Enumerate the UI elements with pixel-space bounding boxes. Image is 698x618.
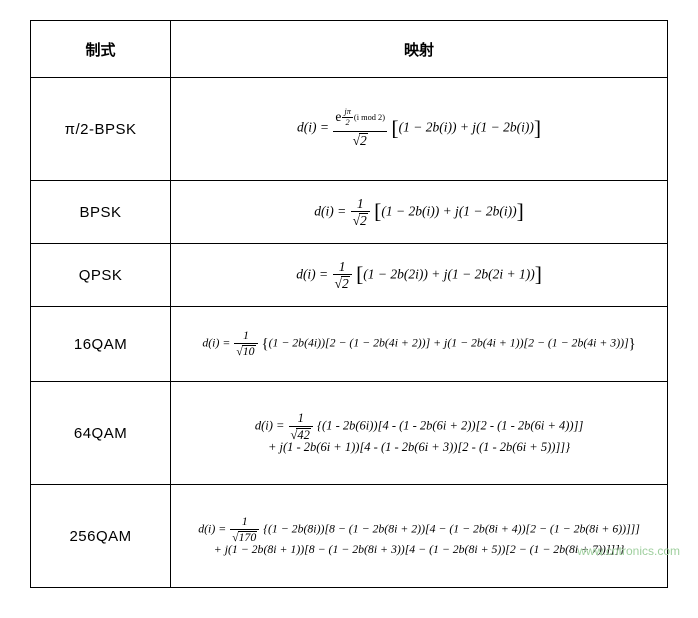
mode-cell: 256QAM xyxy=(31,485,171,588)
formula-line2: + j(1 − 2b(8i + 1))[8 − (1 − 2b(8i + 3))… xyxy=(214,542,625,556)
formula-body: (1 − 2b(i)) + j(1 − 2b(i)) xyxy=(381,203,516,218)
mapping-cell: d(i) = 1 2 [(1 − 2b(i)) + j(1 − 2b(i))] xyxy=(171,181,668,244)
formula-body: (1 − 2b(i)) + j(1 − 2b(i)) xyxy=(399,120,534,135)
table-row: 256QAM d(i) = 1 170 {(1 − 2b(8i))[8 − (1… xyxy=(31,485,668,588)
formula-body: (1 − 2b(4i))[2 − (1 − 2b(4i + 2))] + j(1… xyxy=(269,336,629,350)
table-row: BPSK d(i) = 1 2 [(1 − 2b(i)) + j(1 − 2b(… xyxy=(31,181,668,244)
modulation-mapping-table: 制式 映射 π/2-BPSK d(i) = e jπ 2 (i m xyxy=(30,20,668,588)
mode-cell: 16QAM xyxy=(31,307,171,382)
table-wrapper: 制式 映射 π/2-BPSK d(i) = e jπ 2 (i m xyxy=(0,0,698,618)
mode-cell: BPSK xyxy=(31,181,171,244)
exp-imod: (i mod 2) xyxy=(354,113,385,122)
mapping-cell: d(i) = 1 170 {(1 − 2b(8i))[8 − (1 − 2b(8… xyxy=(171,485,668,588)
mapping-cell: d(i) = 1 42 {(1 - 2b(6i))[4 - (1 - 2b(6i… xyxy=(171,382,668,485)
mapping-cell: d(i) = e jπ 2 (i mod 2) 2 [(1 − xyxy=(171,78,668,181)
mapping-cell: d(i) = 1 10 {(1 − 2b(4i))[2 − (1 − 2b(4i… xyxy=(171,307,668,382)
watermark-text: www.cntronics.com xyxy=(577,544,680,558)
table-row: π/2-BPSK d(i) = e jπ 2 (i mod 2) xyxy=(31,78,668,181)
mode-cell: 64QAM xyxy=(31,382,171,485)
mode-cell: π/2-BPSK xyxy=(31,78,171,181)
formula-line2: + j(1 - 2b(6i + 1))[4 - (1 - 2b(6i + 3))… xyxy=(268,440,570,454)
table-row: 64QAM d(i) = 1 42 {(1 - 2b(6i))[4 - (1 -… xyxy=(31,382,668,485)
mode-cell: QPSK xyxy=(31,244,171,307)
header-mode: 制式 xyxy=(31,21,171,78)
mapping-cell: d(i) = 1 2 [(1 − 2b(2i)) + j(1 − 2b(2i +… xyxy=(171,244,668,307)
table-row: 16QAM d(i) = 1 10 {(1 − 2b(4i))[2 − (1 −… xyxy=(31,307,668,382)
table-row: QPSK d(i) = 1 2 [(1 − 2b(2i)) + j(1 − 2b… xyxy=(31,244,668,307)
coef-frac: e jπ 2 (i mod 2) 2 xyxy=(333,110,387,147)
formula-line1: {(1 − 2b(8i))[8 − (1 − 2b(8i + 2))[4 − (… xyxy=(263,522,640,536)
di-eq: d(i) = xyxy=(297,120,329,135)
formula-body: (1 − 2b(2i)) + j(1 − 2b(2i + 1)) xyxy=(363,266,534,281)
header-row: 制式 映射 xyxy=(31,21,668,78)
formula-line1: {(1 - 2b(6i))[4 - (1 - 2b(6i + 2))[2 - (… xyxy=(317,419,583,433)
header-mapping: 映射 xyxy=(171,21,668,78)
